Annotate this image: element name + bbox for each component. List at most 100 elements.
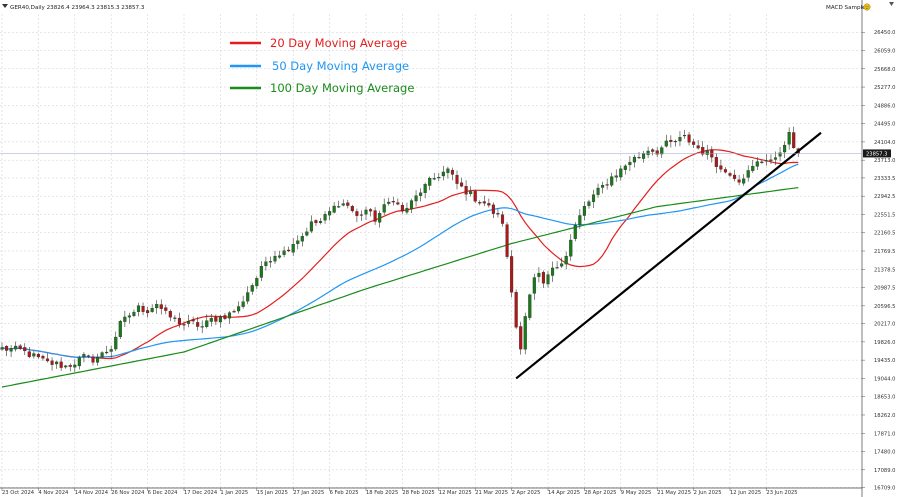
- candle: [642, 151, 646, 163]
- candle: [64, 364, 68, 369]
- candle: [396, 198, 400, 206]
- candle: [68, 363, 72, 372]
- y-tick-label: 22160.5: [874, 231, 895, 237]
- y-tick-label: 19435.0: [874, 358, 895, 364]
- candle: [655, 147, 659, 158]
- current-price-tag: [863, 149, 891, 158]
- candle: [223, 312, 227, 321]
- candle: [455, 170, 459, 190]
- x-tick-label: 27 Jan 2025: [293, 490, 324, 496]
- candle: [100, 351, 104, 359]
- candle: [723, 167, 727, 174]
- candle: [45, 353, 50, 363]
- x-tick-label: 12 Mar 2025: [439, 490, 472, 496]
- x-tick-label: 28 Feb 2025: [402, 490, 434, 496]
- candle: [505, 222, 509, 260]
- candle: [218, 315, 222, 328]
- y-tick-label: 16709.0: [874, 486, 895, 492]
- candle: [587, 199, 591, 209]
- candle: [441, 166, 445, 181]
- legend-label: 50 Day Moving Average: [272, 59, 409, 73]
- candle: [387, 197, 391, 206]
- y-tick-label: 23713.0: [874, 158, 895, 164]
- candle: [255, 276, 259, 290]
- scroll-up-icon[interactable]: [889, 2, 894, 6]
- x-tick-label: 6 Feb 2025: [330, 490, 359, 496]
- candle: [432, 173, 436, 181]
- candle: [164, 304, 168, 315]
- candle: [123, 310, 127, 328]
- candle: [555, 261, 559, 269]
- candle: [5, 345, 9, 357]
- candle: [155, 300, 159, 314]
- candle: [186, 314, 191, 328]
- candle: [246, 286, 250, 305]
- candle: [632, 154, 636, 168]
- candle: [96, 353, 100, 366]
- candle: [27, 346, 31, 359]
- x-tick-label: 2 Apr 2025: [512, 490, 541, 496]
- y-tick-label: 17480.0: [874, 450, 895, 456]
- candle: [314, 219, 318, 226]
- candle: [209, 313, 213, 327]
- candle: [214, 314, 218, 326]
- candle: [792, 126, 796, 149]
- candle: [287, 246, 291, 253]
- candle: [546, 271, 550, 288]
- candlesticks: [0, 126, 800, 372]
- candle: [610, 172, 614, 188]
- symbol-dropdown-icon[interactable]: [2, 4, 8, 8]
- candle: [191, 316, 195, 325]
- candle: [32, 351, 36, 359]
- candle: [773, 151, 778, 166]
- candle: [86, 354, 91, 359]
- candle: [373, 207, 377, 225]
- candle: [733, 169, 737, 182]
- candle: [241, 295, 245, 309]
- x-tick-label: 18 Feb 2025: [366, 490, 398, 496]
- candle: [596, 183, 600, 198]
- candle: [118, 319, 122, 340]
- support-trendline[interactable]: [515, 131, 822, 380]
- y-tick-label: 22551.5: [874, 212, 895, 218]
- candle: [705, 144, 709, 160]
- candle: [569, 234, 573, 261]
- ma-line-20: [1, 149, 799, 360]
- candle: [305, 227, 309, 237]
- candle: [664, 134, 668, 148]
- candle: [719, 159, 723, 173]
- candle: [510, 250, 514, 298]
- candle: [405, 202, 409, 215]
- candle: [136, 302, 141, 317]
- candle: [146, 306, 150, 318]
- x-tick-label: 4 Nov 2024: [38, 490, 69, 496]
- y-tick-label: 25277.0: [874, 85, 895, 91]
- candle: [755, 157, 759, 171]
- x-tick-label: 23 Jun 2025: [766, 490, 797, 496]
- candle: [769, 154, 773, 164]
- candle: [177, 312, 182, 328]
- current-price-label: 23857.3: [866, 151, 887, 157]
- candle: [573, 222, 577, 242]
- candle: [469, 186, 473, 197]
- candle: [182, 321, 186, 331]
- candle: [514, 289, 518, 329]
- y-tick-label: 18653.0: [874, 395, 895, 401]
- header: GER40,Daily 23826.4 23964.3 23815.3 2385…: [2, 2, 894, 11]
- candle: [737, 174, 741, 186]
- legend-item-ma50: 50 Day Moving Average: [230, 59, 409, 73]
- candle: [714, 153, 718, 174]
- candle: [446, 166, 450, 179]
- smiley-icon: [863, 3, 871, 11]
- candle: [328, 207, 332, 221]
- candle: [428, 176, 432, 191]
- candle: [200, 320, 204, 334]
- candle: [742, 174, 746, 186]
- candle: [578, 209, 582, 230]
- y-tick-label: 26450.0: [874, 30, 895, 36]
- candle: [368, 208, 373, 217]
- candle: [560, 257, 564, 268]
- candle: [0, 342, 4, 351]
